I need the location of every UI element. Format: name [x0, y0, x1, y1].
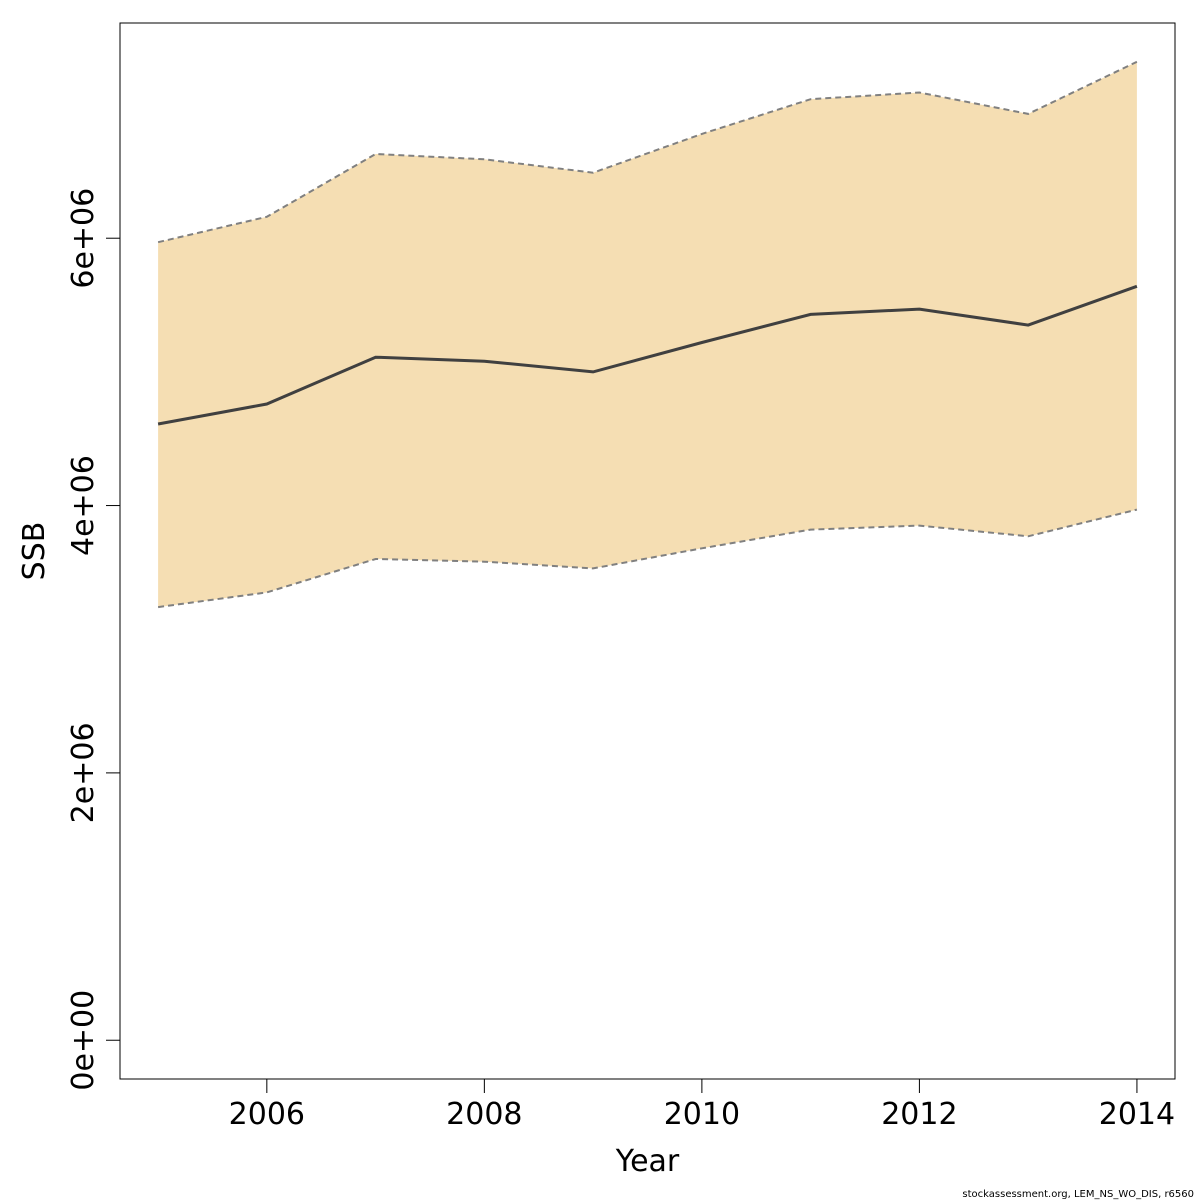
- confidence-band: [158, 61, 1137, 608]
- x-tick-label: 2012: [881, 1097, 957, 1132]
- lower-bound-line: [157, 508, 1138, 609]
- footnote: stockassessment.org, LEM_NS_WO_DIS, r656…: [962, 1189, 1194, 1200]
- y-axis: 0e+00 2e+06 4e+06 6e+06: [66, 188, 120, 1091]
- plot-frame: [119, 22, 1176, 1080]
- y-tick-label: 6e+06: [66, 188, 101, 289]
- y-tick-label: 0e+00: [66, 990, 101, 1091]
- x-tick-label: 2014: [1099, 1097, 1175, 1132]
- y-tick-label: 4e+06: [66, 455, 101, 556]
- y-axis-title: SSB: [17, 522, 52, 581]
- x-tick-label: 2008: [446, 1097, 522, 1132]
- x-axis: 2006 2008 2010 2012 2014: [229, 1079, 1175, 1132]
- ssb-series-line: [157, 284, 1138, 426]
- upper-bound-line: [157, 60, 1138, 244]
- y-tick-label: 2e+06: [66, 722, 101, 823]
- x-tick-label: 2006: [229, 1097, 305, 1132]
- x-tick-label: 2010: [664, 1097, 740, 1132]
- x-axis-title: Year: [615, 1144, 680, 1179]
